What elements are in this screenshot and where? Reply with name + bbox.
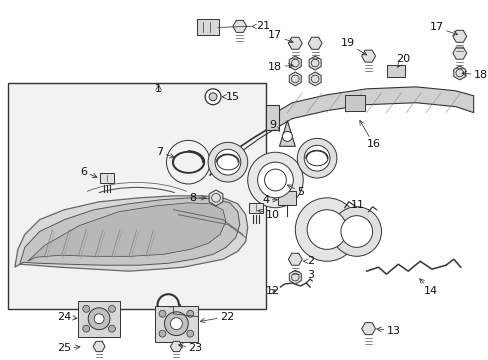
- Polygon shape: [265, 105, 279, 130]
- Circle shape: [94, 314, 104, 324]
- Circle shape: [186, 310, 193, 317]
- Polygon shape: [209, 190, 223, 206]
- Text: 3: 3: [306, 270, 314, 280]
- Text: 19: 19: [340, 38, 366, 55]
- Polygon shape: [308, 72, 321, 86]
- Text: 8: 8: [189, 193, 205, 203]
- Polygon shape: [279, 121, 295, 146]
- Circle shape: [82, 325, 89, 332]
- Text: 23: 23: [178, 343, 202, 354]
- Bar: [78, 301, 120, 337]
- Circle shape: [264, 169, 286, 191]
- Polygon shape: [452, 30, 466, 42]
- Circle shape: [208, 142, 247, 182]
- Text: 25: 25: [57, 343, 80, 354]
- Polygon shape: [15, 196, 247, 271]
- Polygon shape: [288, 37, 302, 49]
- Polygon shape: [361, 50, 375, 62]
- Circle shape: [88, 308, 110, 330]
- Circle shape: [295, 198, 358, 261]
- Polygon shape: [232, 21, 246, 32]
- Circle shape: [159, 310, 165, 317]
- Circle shape: [331, 207, 381, 256]
- Circle shape: [186, 330, 193, 337]
- Circle shape: [306, 210, 346, 249]
- Text: 18: 18: [461, 70, 487, 80]
- Polygon shape: [361, 323, 375, 335]
- Polygon shape: [28, 203, 225, 261]
- Polygon shape: [289, 72, 301, 86]
- Polygon shape: [307, 37, 322, 49]
- Text: 22: 22: [200, 312, 234, 323]
- Circle shape: [304, 145, 329, 171]
- Circle shape: [209, 93, 217, 101]
- Circle shape: [215, 149, 240, 175]
- Polygon shape: [170, 341, 182, 352]
- Text: 5: 5: [287, 185, 304, 197]
- Text: 20: 20: [396, 54, 409, 67]
- Circle shape: [82, 305, 89, 312]
- Polygon shape: [93, 341, 105, 352]
- Bar: [197, 19, 219, 35]
- Text: 14: 14: [419, 279, 437, 296]
- Circle shape: [159, 330, 165, 337]
- Polygon shape: [453, 66, 465, 80]
- Text: 10: 10: [257, 210, 279, 220]
- Polygon shape: [275, 87, 473, 129]
- Circle shape: [297, 138, 336, 178]
- Text: 7: 7: [156, 147, 174, 158]
- Bar: [8, 83, 265, 309]
- Text: 4: 4: [262, 195, 277, 205]
- Text: 17: 17: [429, 22, 457, 35]
- Bar: [154, 306, 198, 342]
- Bar: [248, 203, 262, 213]
- Bar: [344, 95, 364, 111]
- Text: 15: 15: [222, 92, 240, 102]
- Bar: [386, 65, 405, 77]
- Text: 13: 13: [376, 326, 400, 336]
- Polygon shape: [20, 198, 239, 265]
- Circle shape: [257, 162, 293, 198]
- Text: 21: 21: [251, 21, 269, 31]
- Text: 18: 18: [268, 62, 292, 72]
- Circle shape: [164, 312, 188, 336]
- Polygon shape: [288, 253, 302, 265]
- Polygon shape: [289, 56, 301, 70]
- Bar: [278, 191, 296, 205]
- Circle shape: [247, 152, 303, 208]
- Polygon shape: [452, 47, 466, 59]
- Text: 12: 12: [265, 286, 279, 296]
- Circle shape: [204, 89, 221, 105]
- Circle shape: [108, 305, 115, 312]
- Bar: [100, 173, 114, 183]
- Text: 2: 2: [303, 256, 314, 266]
- Circle shape: [108, 325, 115, 332]
- Text: 24: 24: [57, 312, 77, 322]
- Text: 16: 16: [359, 121, 380, 149]
- Circle shape: [282, 131, 292, 141]
- Circle shape: [259, 164, 291, 196]
- Polygon shape: [308, 56, 321, 70]
- Text: 9: 9: [269, 121, 279, 131]
- Circle shape: [170, 318, 182, 330]
- Text: 17: 17: [268, 30, 293, 43]
- Polygon shape: [289, 270, 301, 284]
- Circle shape: [340, 216, 372, 247]
- Text: 11: 11: [350, 200, 364, 210]
- Text: 1: 1: [155, 84, 162, 94]
- Text: 6: 6: [80, 167, 97, 178]
